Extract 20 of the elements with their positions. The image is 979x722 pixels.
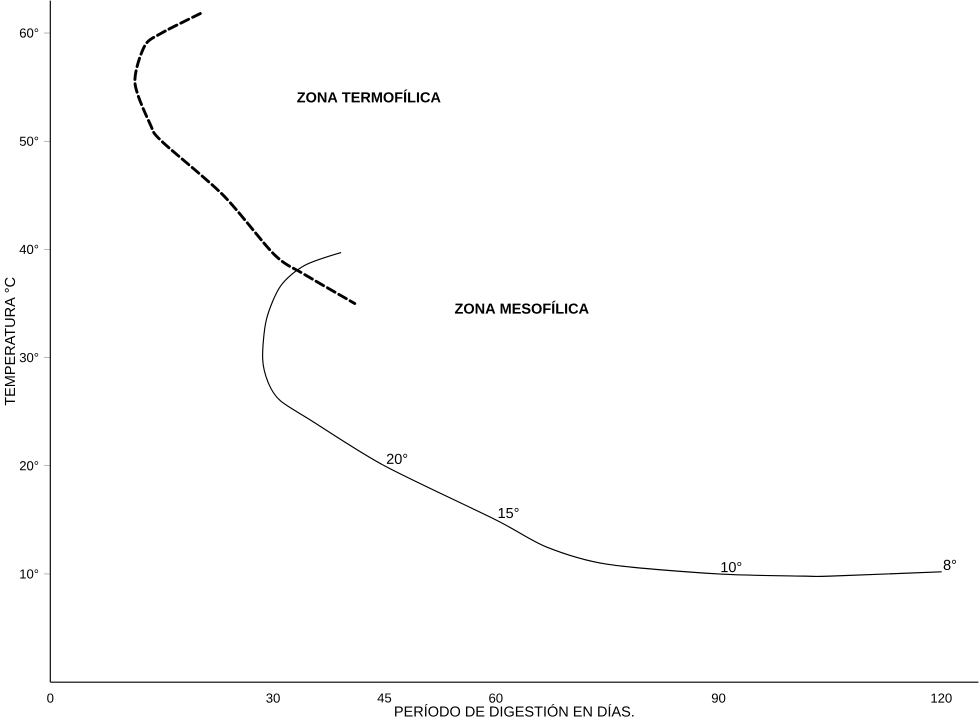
x-tick-label: 90 <box>712 694 726 703</box>
annotation: 8° <box>944 560 956 570</box>
x-axis-title: PERÍODO DE DIGESTIÓN EN DÍAS. <box>395 704 634 717</box>
x-tick-label: 0 <box>47 694 54 703</box>
x-tick-label: 30 <box>266 694 280 703</box>
annotation: ZONA TERMOFÍLICA <box>297 90 441 103</box>
x-tick-label: 45 <box>377 694 392 703</box>
y-axis-title: TEMPERATURA °C <box>4 278 16 406</box>
y-tick-label: 50° <box>20 136 38 146</box>
annotation: 15° <box>498 508 519 518</box>
y-tick-label: 20° <box>20 461 38 471</box>
y-tick-label: 30° <box>20 353 38 362</box>
y-tick-label: 10° <box>20 570 38 579</box>
annotation: 10° <box>721 562 742 572</box>
y-tick-label: 40° <box>20 245 38 254</box>
y-tick-label: 60° <box>20 28 38 38</box>
x-tick-label: 60 <box>489 694 503 703</box>
annotation: 20° <box>386 454 408 464</box>
x-tick-label: 120 <box>931 694 952 703</box>
annotation: ZONA MESOFÍLICA <box>454 301 589 314</box>
